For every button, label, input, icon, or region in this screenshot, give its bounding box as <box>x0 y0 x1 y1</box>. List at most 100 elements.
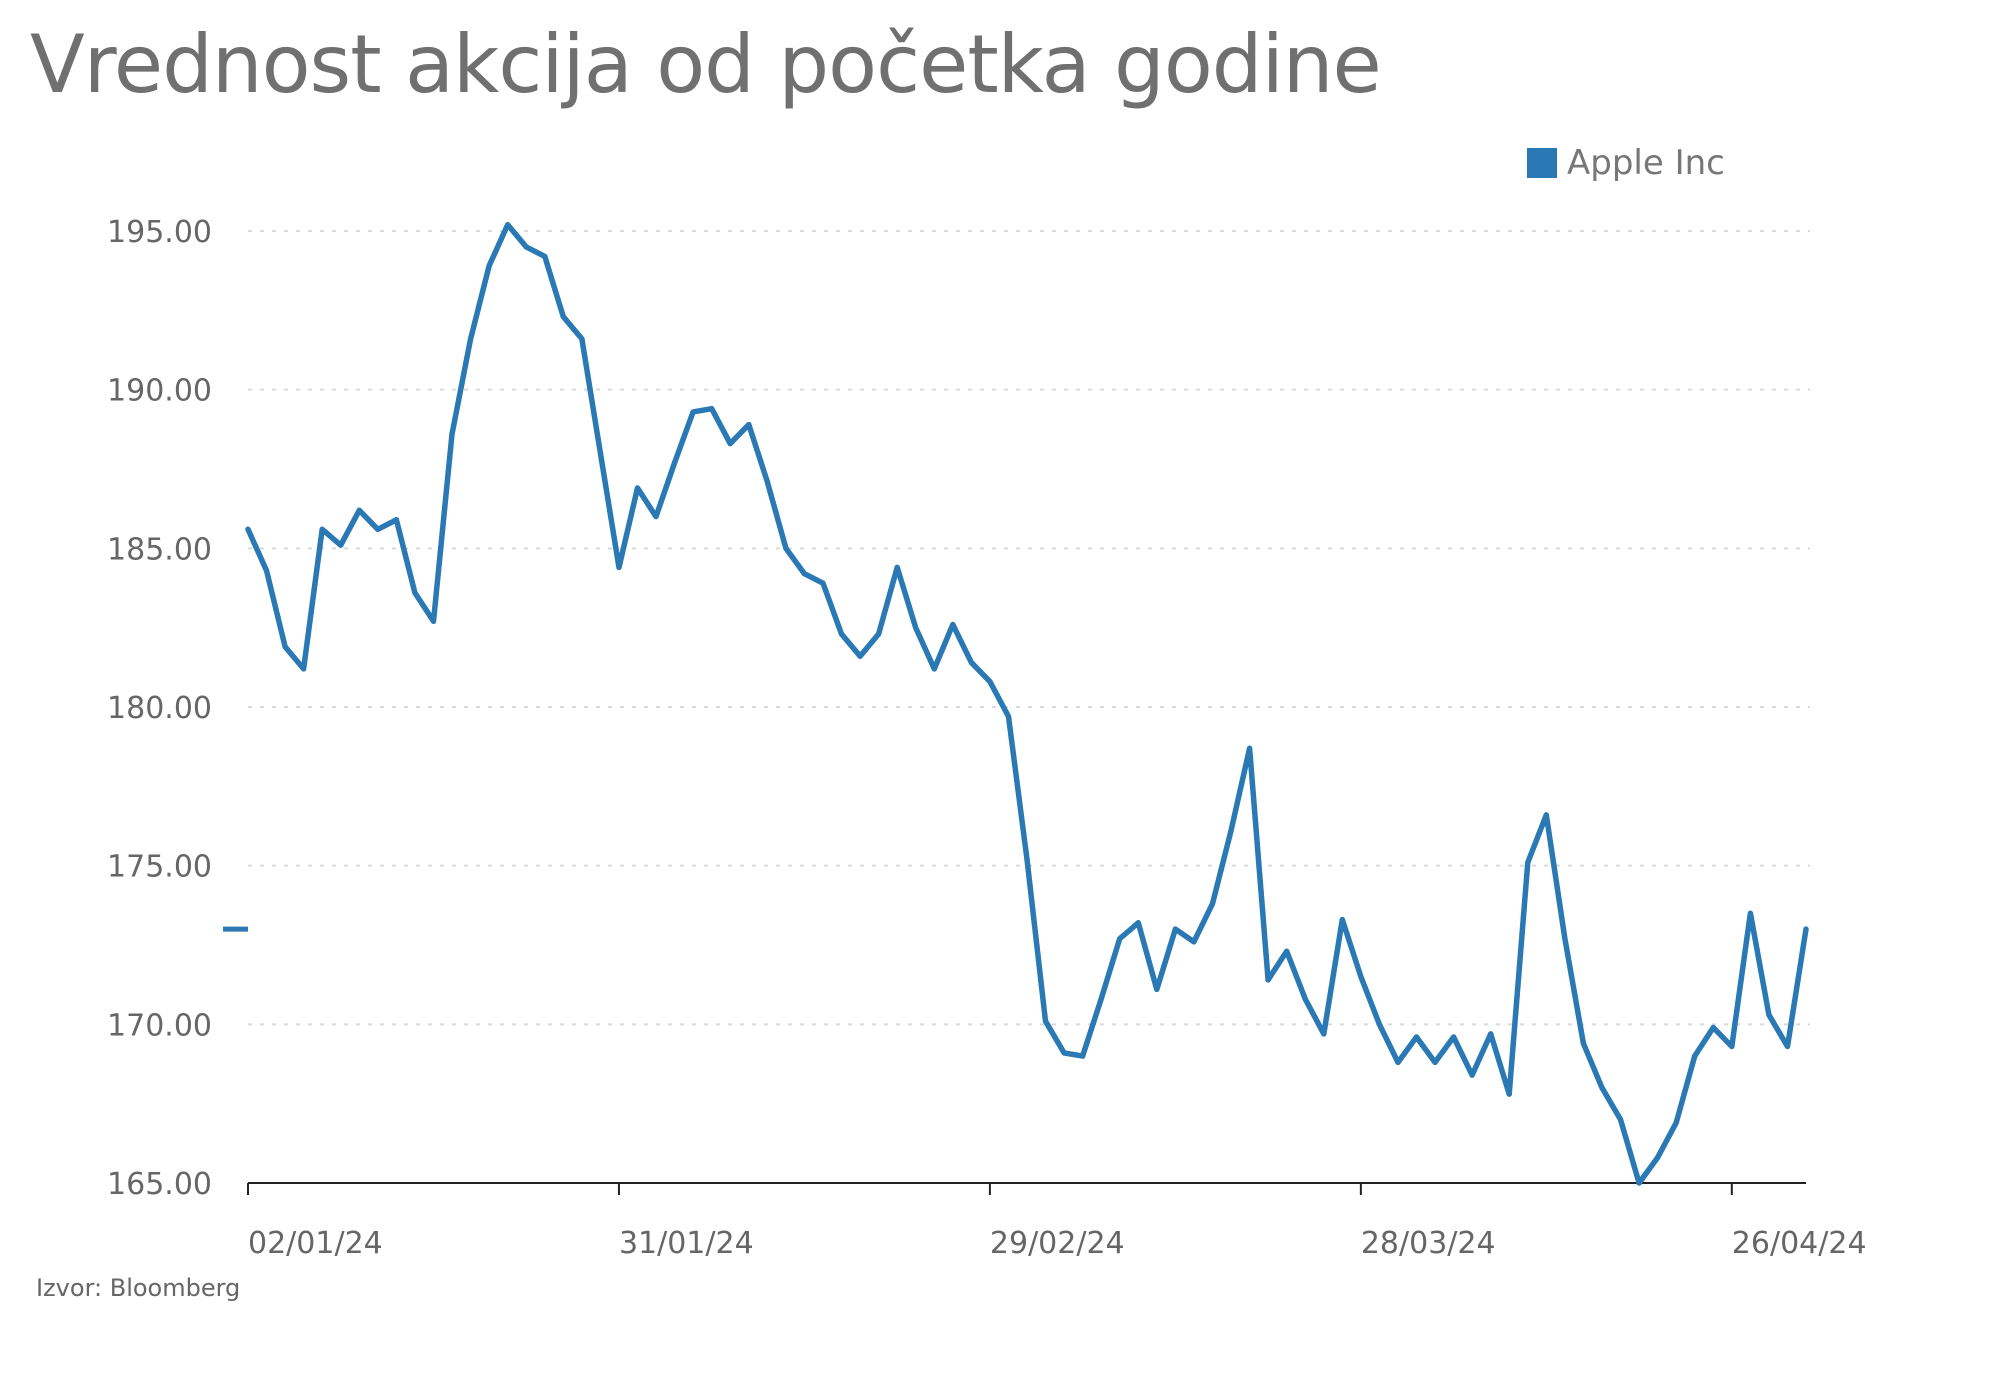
chart-title: Vrednost akcija od početka godine <box>30 18 1382 111</box>
data-point <box>913 625 919 631</box>
data-point <box>1024 856 1030 862</box>
data-point <box>393 517 399 523</box>
data-point <box>857 653 863 659</box>
data-point <box>1321 1031 1327 1037</box>
y-tick-label: 185.00 <box>107 532 212 567</box>
data-point <box>1710 1025 1716 1031</box>
data-point <box>468 336 474 342</box>
data-point <box>931 666 937 672</box>
data-point <box>1562 936 1568 942</box>
data-point <box>301 666 307 672</box>
data-point <box>1117 936 1123 942</box>
data-point <box>1414 1034 1419 1040</box>
data-point <box>505 222 511 228</box>
data-point <box>1580 1040 1586 1046</box>
data-point <box>1043 1018 1049 1024</box>
x-tick-label: 29/02/24 <box>990 1226 1125 1261</box>
data-point <box>1469 1072 1475 1078</box>
data-point <box>356 507 362 513</box>
legend-label: Apple Inc <box>1567 143 1725 183</box>
data-point <box>1228 828 1234 834</box>
data-point <box>727 441 733 447</box>
data-point <box>430 618 436 624</box>
legend-swatch <box>1527 148 1557 178</box>
data-point <box>1506 1091 1512 1097</box>
data-point <box>579 336 585 342</box>
data-point <box>245 526 251 532</box>
data-point <box>1692 1053 1698 1059</box>
data-point <box>1636 1180 1642 1186</box>
data-point <box>1432 1059 1438 1065</box>
data-point <box>1284 948 1290 954</box>
data-point <box>560 314 566 320</box>
x-axis: 02/01/24 31/01/24 29/02/24 28/03/24 26/04/24 <box>247 1182 1867 1261</box>
y-axis-ticks: 195.00 190.00 185.00 180.00 175.00 170.00 165.… <box>107 215 212 1202</box>
data-point <box>486 263 492 269</box>
y-tick-label: 165.00 <box>107 1167 212 1202</box>
data-point <box>1247 745 1253 751</box>
data-point <box>1358 974 1364 980</box>
data-point <box>820 580 826 586</box>
data-point <box>635 485 640 491</box>
data-point <box>746 422 752 428</box>
x-tick-label: 26/04/24 <box>1732 1226 1867 1261</box>
data-point <box>1191 939 1197 945</box>
series-line-apple-inc <box>245 221 1809 1186</box>
data-point <box>672 460 678 466</box>
data-point <box>449 431 455 437</box>
data-point <box>1005 714 1011 720</box>
data-point <box>1265 977 1271 983</box>
data-point <box>1729 1044 1735 1050</box>
data-point <box>894 564 900 570</box>
data-point <box>1339 917 1345 923</box>
data-point <box>1395 1059 1401 1065</box>
data-point <box>282 644 288 650</box>
data-point <box>1080 1053 1086 1059</box>
data-point <box>1543 812 1549 818</box>
data-point <box>1599 1085 1605 1091</box>
data-point <box>1209 901 1215 907</box>
data-point <box>1525 859 1531 865</box>
data-point <box>1618 1117 1624 1123</box>
gridlines <box>248 230 1810 1026</box>
data-point <box>876 631 882 637</box>
data-point <box>1766 1012 1772 1018</box>
data-point <box>690 409 696 415</box>
data-point <box>1803 926 1809 932</box>
data-point <box>1061 1050 1067 1056</box>
data-point <box>375 526 381 532</box>
y-tick-label: 175.00 <box>107 850 212 885</box>
data-point <box>542 253 548 259</box>
data-point <box>1135 920 1141 926</box>
data-point <box>1673 1120 1679 1126</box>
data-point <box>1784 1044 1790 1050</box>
x-tick-label: 02/01/24 <box>248 1226 383 1261</box>
data-point <box>839 631 845 637</box>
data-point <box>950 621 956 627</box>
data-point <box>597 450 603 456</box>
data-point <box>1302 996 1308 1002</box>
y-tick-label: 170.00 <box>107 1008 212 1043</box>
data-point <box>1376 1021 1382 1027</box>
data-point <box>523 244 529 250</box>
legend: Apple Inc <box>1527 143 1725 183</box>
y-tick-label: 190.00 <box>107 374 212 409</box>
data-point <box>653 514 659 520</box>
series-group <box>223 221 1809 1186</box>
data-point <box>338 542 344 548</box>
data-point <box>1488 1031 1494 1037</box>
data-point <box>319 526 325 532</box>
x-tick-label: 28/03/24 <box>1361 1226 1496 1261</box>
data-point <box>764 479 770 485</box>
data-point <box>1172 926 1178 932</box>
data-point <box>1451 1034 1457 1040</box>
y-tick-label: 195.00 <box>107 215 212 250</box>
data-point <box>709 406 715 412</box>
data-point <box>968 660 974 666</box>
data-point <box>1655 1155 1661 1161</box>
data-point <box>616 564 622 570</box>
data-point <box>801 571 807 577</box>
data-point <box>987 679 993 685</box>
x-tick-label: 31/01/24 <box>619 1226 754 1261</box>
